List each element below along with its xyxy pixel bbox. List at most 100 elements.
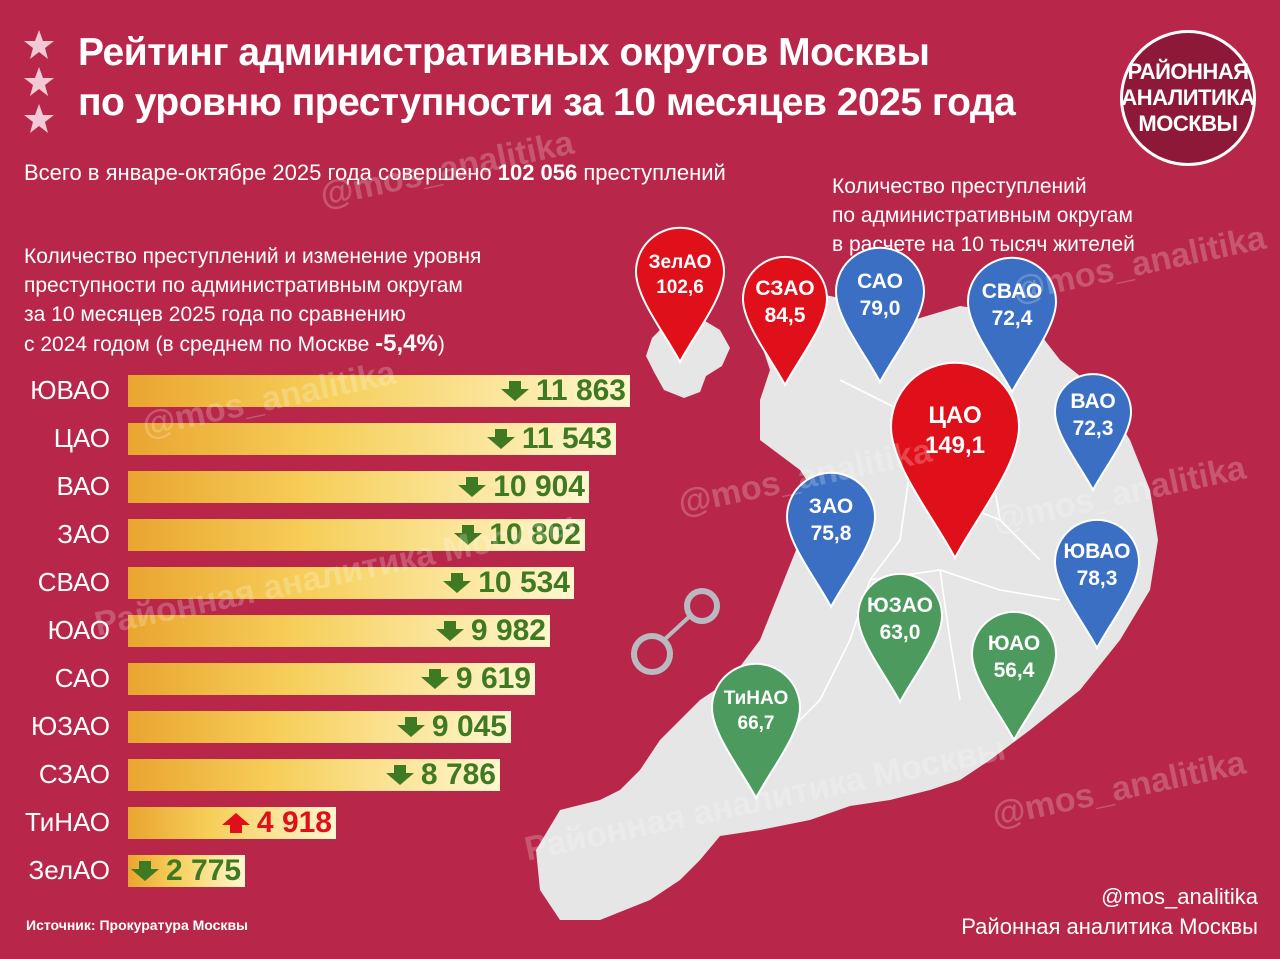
logo-line-1: РАЙОННАЯ xyxy=(1127,59,1249,84)
bar-row: САО 9 619 xyxy=(0,660,650,696)
bar-container: 10 904 xyxy=(128,470,589,503)
page-title: Рейтинг административных округов Москвы … xyxy=(78,28,1016,128)
bar-value-text: 11 863 xyxy=(535,374,626,407)
bar-value-label: 8 786 xyxy=(385,758,496,791)
bar-row: ЮАО 9 982 xyxy=(0,612,650,648)
desc-line: преступности по административным округам xyxy=(24,274,463,297)
bar-container: 4 918 xyxy=(128,806,336,839)
total-value: 102 056 xyxy=(497,160,578,185)
bar-container: 11 543 xyxy=(128,422,616,455)
star-icon xyxy=(24,67,54,96)
bar-value-text: 10 534 xyxy=(478,566,570,599)
star-icon xyxy=(24,104,54,133)
arrow-down-icon xyxy=(454,525,483,545)
desc-line: Количество преступлений и изменение уров… xyxy=(24,245,482,268)
arrow-down-icon xyxy=(385,765,414,785)
bar xyxy=(128,567,574,599)
bar-category-label: ТиНАО xyxy=(24,807,110,837)
total-crimes: Всего в январе-октябре 2025 года соверше… xyxy=(24,160,726,186)
bar xyxy=(128,423,616,455)
bar-value-label: 9 619 xyxy=(420,662,531,695)
bar-value-text: 9 982 xyxy=(470,614,546,647)
bar xyxy=(128,663,535,695)
map-region-zelao xyxy=(646,318,730,398)
bar-category-label: ЮЗАО xyxy=(31,711,110,741)
bar-value-text: 8 786 xyxy=(420,758,496,791)
arrow-down-icon xyxy=(435,621,464,641)
bar-row: СВАО 10 534 xyxy=(0,564,650,600)
credits-name: Районная аналитика Москвы xyxy=(961,914,1258,939)
bar-value-label: 10 802 xyxy=(453,518,581,551)
bar-row: ЮВАО 11 863 xyxy=(0,372,650,408)
arrow-down-icon xyxy=(420,669,449,689)
bar-value-label: 11 863 xyxy=(500,374,626,407)
title-line-1: Рейтинг административных округов Москвы xyxy=(78,31,930,74)
bar-container: 10 534 xyxy=(128,566,574,599)
bar-value-label: 10 534 xyxy=(442,566,570,599)
bar-row: ЗелАО 2 775 xyxy=(0,852,650,888)
bar-chart: ЮВАО 11 863 ЦАО 11 543 ВАО 10 904 ЗАО 10 802 СВА… xyxy=(0,372,650,902)
bar-value-text: 2 775 xyxy=(166,854,242,887)
handcuffs-icon xyxy=(631,588,720,675)
total-prefix: Всего в январе-октябре 2025 года соверше… xyxy=(24,160,492,185)
bar xyxy=(128,615,550,647)
bar-value-text: 4 918 xyxy=(256,806,332,839)
avg-change: -5,4% xyxy=(375,330,438,357)
bar-row: СЗАО 8 786 xyxy=(0,756,650,792)
brand-logo: РАЙОННАЯ АНАЛИТИКА МОСКВЫ xyxy=(1120,30,1256,166)
arrow-down-icon xyxy=(486,429,515,449)
bar-category-label: ЮВАО xyxy=(30,375,110,405)
arrow-down-icon xyxy=(396,717,425,737)
bar-value-text: 10 904 xyxy=(493,470,585,503)
bar-category-label: ЗелАО xyxy=(28,855,110,885)
bar-container: 9 619 xyxy=(128,662,535,695)
desc-line: Количество преступлений xyxy=(832,175,1087,198)
bar-value-text: 10 802 xyxy=(489,518,581,551)
bar xyxy=(128,759,500,791)
bar-row: ЦАО 11 543 xyxy=(0,420,650,456)
bar-value-text: 9 045 xyxy=(431,710,507,743)
bar-category-label: ВАО xyxy=(56,471,110,501)
bar-value-label: 10 904 xyxy=(457,470,585,503)
arrow-up-icon xyxy=(221,813,250,833)
bar-value-label: 9 982 xyxy=(435,614,546,647)
bar-value-text: 9 619 xyxy=(455,662,531,695)
desc-text: с 2024 годом (в среднем по Москве xyxy=(24,333,370,356)
bar-category-label: ЦАО xyxy=(53,423,110,453)
total-suffix: преступлений xyxy=(583,160,726,185)
bar-category-label: СЗАО xyxy=(38,759,110,789)
bar xyxy=(128,471,589,503)
bar-category-label: ЗАО xyxy=(57,519,110,549)
title-line-2: по уровню преступности за 10 месяцев 202… xyxy=(78,81,1016,124)
bar-container: 11 863 xyxy=(128,374,630,407)
arrow-down-icon xyxy=(458,477,487,497)
source-note: Источник: Прокуратура Москвы xyxy=(26,917,249,933)
bar xyxy=(128,711,511,743)
bar-container: 2 775 xyxy=(128,854,245,887)
bar-container: 9 045 xyxy=(128,710,511,743)
bar xyxy=(128,375,630,407)
bar-chart-description: Количество преступлений и изменение уров… xyxy=(24,242,544,359)
bar-value-text: 11 543 xyxy=(521,422,612,455)
bar-container: 9 982 xyxy=(128,614,550,647)
logo-line-2: АНАЛИТИКА xyxy=(1121,85,1255,110)
credits: @mos_analitika Районная аналитика Москвы xyxy=(900,882,1258,942)
desc-line: за 10 месяцев 2025 года по сравнению xyxy=(24,303,406,326)
credits-handle: @mos_analitika xyxy=(1101,884,1258,909)
star-icon xyxy=(24,30,54,59)
desc-line: по административным округам xyxy=(832,204,1133,227)
bar-row: ТиНАО 4 918 xyxy=(0,804,650,840)
bar-row: ВАО 10 904 xyxy=(0,468,650,504)
bar-category-label: ЮАО xyxy=(47,615,110,645)
bar-value-label: 2 775 xyxy=(130,854,242,887)
bar-row: ЮЗАО 9 045 xyxy=(0,708,650,744)
arrow-down-icon xyxy=(131,861,159,881)
desc-text: ) xyxy=(437,333,445,356)
bar xyxy=(128,519,585,551)
bar-category-label: СВАО xyxy=(37,567,110,597)
desc-line: с 2024 годом (в среднем по Москве -5,4%) xyxy=(24,329,544,359)
bar-value-label: 11 543 xyxy=(486,422,612,455)
bar-value-label: 4 918 xyxy=(221,806,332,839)
bar-container: 10 802 xyxy=(128,518,585,551)
bar-container: 8 786 xyxy=(128,758,500,791)
